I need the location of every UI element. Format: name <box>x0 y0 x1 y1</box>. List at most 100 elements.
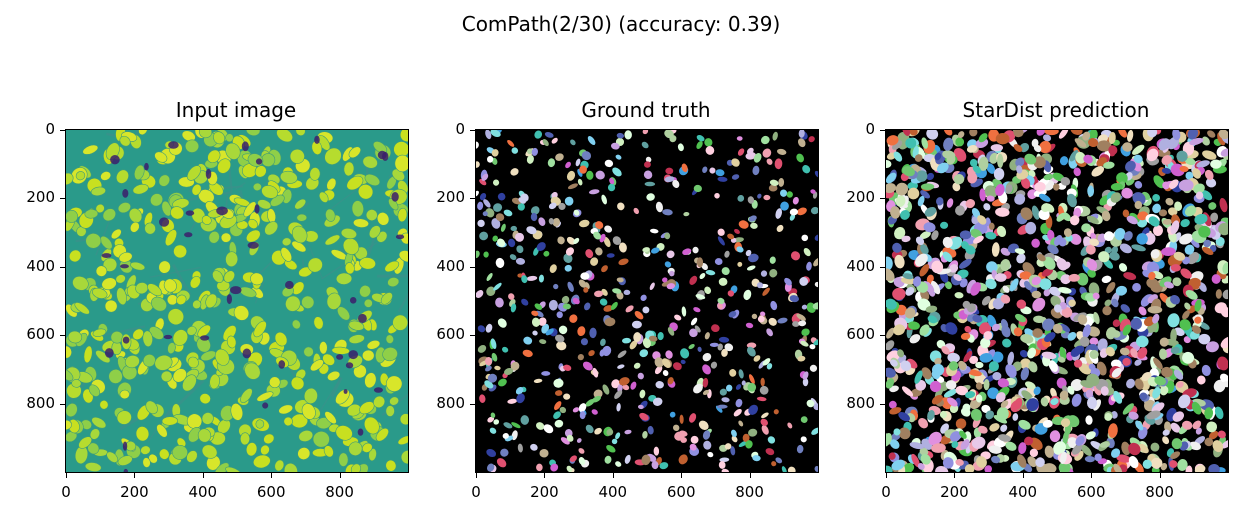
nucleus-blob <box>364 372 377 389</box>
nucleus-blob <box>74 302 90 315</box>
instance-label <box>538 217 546 226</box>
instance-label <box>972 165 981 174</box>
instance-label <box>893 428 901 436</box>
instance-label <box>1050 295 1061 307</box>
instance-label <box>1121 441 1131 456</box>
instance-label <box>763 194 771 201</box>
instance-label <box>1192 168 1202 179</box>
instance-label <box>1088 138 1099 148</box>
nucleus-blob <box>225 142 241 160</box>
dark-spot <box>226 294 233 305</box>
instance-label <box>623 289 631 296</box>
instance-label <box>1089 130 1098 141</box>
instance-label <box>1220 336 1228 349</box>
instance-label <box>1100 386 1109 396</box>
instance-label <box>709 342 719 347</box>
nucleus-blob <box>167 342 176 354</box>
instance-label <box>955 458 964 466</box>
instance-label <box>738 440 749 448</box>
instance-label <box>532 330 538 336</box>
dark-spot <box>159 217 170 227</box>
instance-label <box>886 465 893 472</box>
instance-label <box>752 165 760 176</box>
instance-label <box>756 396 767 402</box>
instance-label <box>1180 268 1192 279</box>
instance-label <box>728 311 737 318</box>
nucleus-blob <box>99 400 109 410</box>
instance-label <box>1215 289 1222 299</box>
instance-label <box>814 466 818 472</box>
y-tick-label: 800 <box>26 393 55 412</box>
instance-label <box>790 251 801 261</box>
instance-label <box>988 445 1002 454</box>
instance-label <box>1106 281 1116 294</box>
nucleus-blob <box>90 186 106 197</box>
instance-label <box>1041 268 1053 277</box>
instance-label <box>1153 175 1165 189</box>
instance-label <box>980 337 991 349</box>
instance-label <box>1042 134 1052 142</box>
instance-label <box>789 295 800 303</box>
instance-label <box>798 320 807 327</box>
nucleus-blob <box>100 235 113 250</box>
instance-label <box>916 170 928 182</box>
panel-title-prediction: StarDist prediction <box>962 98 1150 122</box>
nucleus-blob <box>172 444 188 460</box>
instance-label <box>1150 249 1160 259</box>
nucleus-blob <box>280 247 293 262</box>
nucleus-blob <box>142 330 153 347</box>
instance-label <box>975 361 984 369</box>
instance-label <box>787 466 796 472</box>
instance-label <box>696 257 704 268</box>
instance-label <box>642 430 648 439</box>
nucleus-blob <box>348 441 363 456</box>
instance-label <box>995 207 1010 217</box>
instance-label <box>992 371 1002 381</box>
instance-label <box>616 403 621 412</box>
nucleus-blob <box>301 295 315 309</box>
instance-label <box>769 268 778 278</box>
instance-label <box>1019 350 1028 358</box>
nucleus-blob <box>289 148 305 164</box>
instance-label <box>1208 464 1220 472</box>
instance-label <box>1211 274 1221 284</box>
instance-label <box>689 328 698 338</box>
instance-label <box>477 325 486 333</box>
nucleus-blob <box>217 158 231 174</box>
instance-label <box>955 137 965 147</box>
instance-label <box>727 233 735 240</box>
instance-label <box>704 138 713 147</box>
instance-label <box>960 241 970 250</box>
instance-label <box>476 190 479 197</box>
instance-label <box>1222 289 1228 300</box>
instance-label <box>1104 299 1112 307</box>
instance-label <box>717 228 725 236</box>
instance-label <box>945 322 958 335</box>
instance-label <box>979 353 993 363</box>
instance-label <box>486 448 497 458</box>
x-tick-label: 600 <box>666 483 696 501</box>
x-tick-label: 200 <box>940 483 969 501</box>
instance-label <box>972 314 983 323</box>
nucleus-blob <box>380 292 393 305</box>
instance-label <box>601 265 608 273</box>
nucleus-blob <box>95 265 108 277</box>
instance-label <box>989 152 999 164</box>
instance-label <box>603 305 613 312</box>
instance-label <box>920 190 930 199</box>
instance-label <box>1005 184 1013 194</box>
instance-label <box>1172 130 1181 141</box>
instance-label <box>1126 378 1136 389</box>
instance-label <box>1203 239 1212 248</box>
instance-label <box>761 135 770 145</box>
nucleus-blob <box>252 182 262 191</box>
instance-label <box>577 353 584 361</box>
instance-label <box>1173 369 1184 380</box>
nucleus-blob <box>225 251 239 267</box>
instance-label <box>578 403 587 412</box>
instance-label <box>1053 304 1062 313</box>
instance-label <box>588 350 595 357</box>
instance-label <box>1101 210 1111 222</box>
instance-label <box>1120 304 1131 313</box>
nucleus-blob <box>82 144 99 155</box>
